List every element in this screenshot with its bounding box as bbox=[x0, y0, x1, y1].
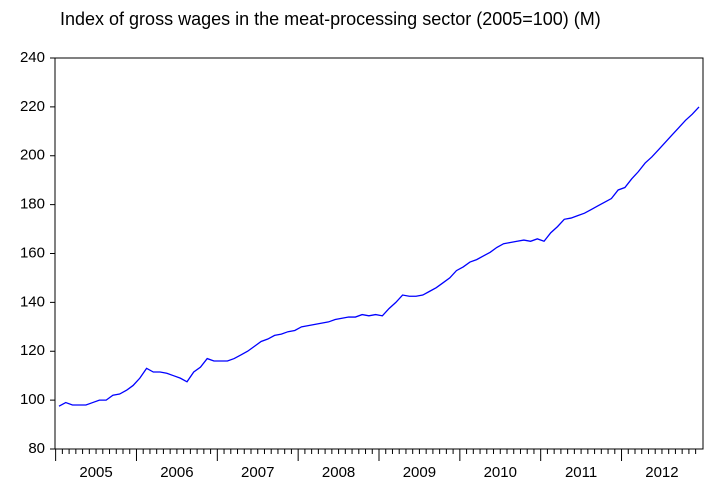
y-tick-label: 80 bbox=[28, 440, 45, 457]
y-tick-label: 220 bbox=[20, 98, 45, 115]
y-tick-label: 180 bbox=[20, 196, 45, 213]
x-tick-label: 2011 bbox=[565, 464, 597, 481]
x-tick-label: 2012 bbox=[645, 464, 678, 481]
x-tick-label: 2010 bbox=[484, 464, 517, 481]
x-tick-label: 2007 bbox=[241, 464, 274, 481]
y-tick-label: 140 bbox=[20, 293, 45, 310]
y-tick-label: 240 bbox=[20, 49, 45, 66]
plot-frame bbox=[54, 57, 704, 450]
x-tick-label: 2006 bbox=[160, 464, 193, 481]
y-tick-label: 200 bbox=[20, 147, 45, 164]
chart-title: Index of gross wages in the meat-process… bbox=[60, 9, 601, 29]
data-line bbox=[58, 106, 700, 407]
y-tick-label: 100 bbox=[20, 391, 45, 408]
x-tick-label: 2008 bbox=[322, 464, 355, 481]
x-tick-label: 2005 bbox=[79, 464, 112, 481]
y-tick-label: 120 bbox=[20, 342, 45, 359]
y-tick-label: 160 bbox=[20, 244, 45, 261]
x-tick-label: 2009 bbox=[403, 464, 436, 481]
